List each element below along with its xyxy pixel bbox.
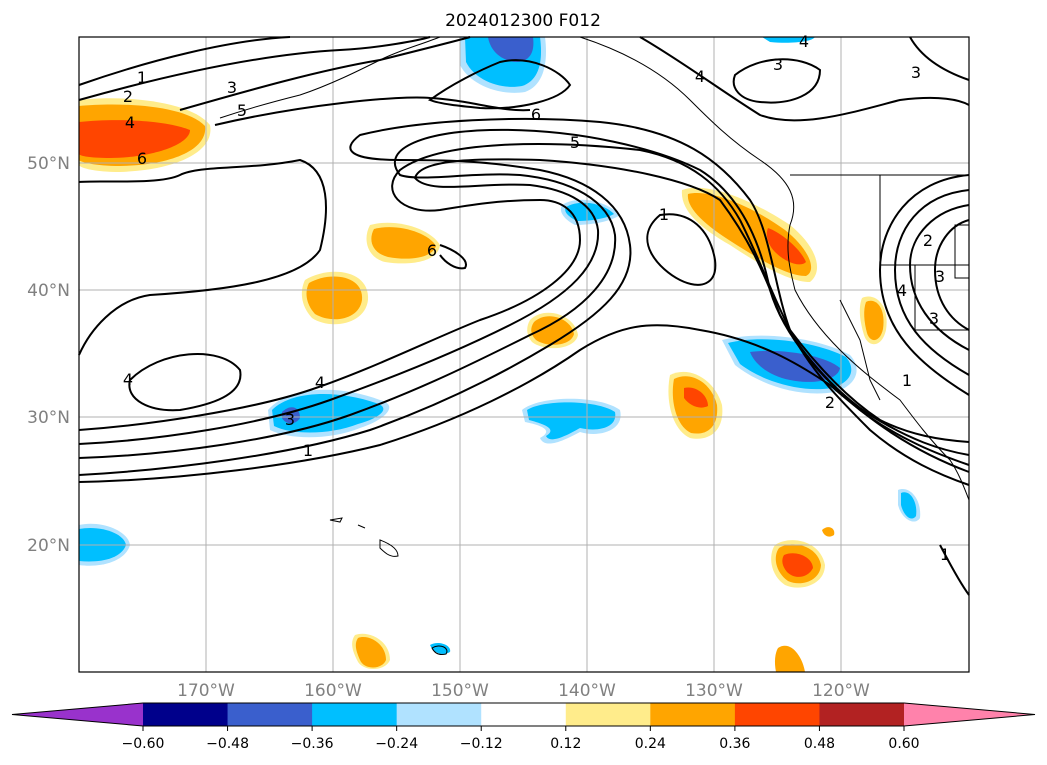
contour-label: 1 — [303, 441, 313, 460]
negative-anomaly-shading — [79, 37, 921, 654]
colorbar-bin — [565, 703, 651, 726]
contour-label: 3 — [929, 309, 939, 328]
contour-label: 4 — [315, 373, 325, 392]
colorbar-tick-label: 0.12 — [550, 736, 581, 752]
contour-label: 1 — [137, 68, 147, 87]
contour-label: 3 — [285, 410, 295, 429]
contour-label: 6 — [137, 149, 147, 168]
map-border — [78, 36, 970, 673]
contour-label: 3 — [911, 63, 921, 82]
height-contours — [78, 36, 970, 596]
contour-label: 1 — [902, 371, 912, 390]
colorbar-bin — [481, 703, 567, 726]
colorbar-tick-label: 0.60 — [888, 736, 919, 752]
lon-label-160w: 160°W — [304, 681, 362, 701]
colorbar-bin — [734, 703, 820, 726]
contour-label: 5 — [570, 133, 580, 152]
map-panel: 1 2 3 4 5 6 3 6 5 1 6 4 3 1 4 3 2 1 4 3 … — [78, 32, 970, 673]
colorbar-tick-label: 0.48 — [804, 736, 835, 752]
colorbar-ticks: −0.60 −0.48 −0.36 −0.24 −0.12 0.12 0.24 0.36 0.4… — [122, 726, 920, 752]
longitude-labels: 170°W 160°W 150°W 140°W 130°W 120°W — [177, 681, 870, 701]
lat-label-50n: 50°N — [27, 154, 70, 174]
colorbar-bin — [819, 703, 905, 726]
colorbar-tick-label: 0.24 — [635, 736, 666, 752]
contour-label: 6 — [531, 105, 541, 124]
contour-label: 2 — [923, 231, 933, 250]
colorbar-extend-high — [904, 703, 1035, 726]
colorbar-tick-label: −0.48 — [206, 736, 249, 752]
contour-label: 4 — [799, 32, 809, 51]
contour-label: 1 — [659, 205, 669, 224]
coastlines — [219, 36, 970, 655]
lon-label-140w: 140°W — [558, 681, 616, 701]
colorbar-bin — [396, 703, 482, 726]
colorbar-tick-label: −0.36 — [291, 736, 334, 752]
map-title: 2024012300 F012 — [445, 11, 601, 31]
colorbar-tick-label: −0.12 — [460, 736, 503, 752]
contour-label: 4 — [125, 113, 135, 132]
colorbar-tick-label: −0.24 — [375, 736, 418, 752]
contour-label: 4 — [123, 370, 133, 389]
lon-label-130w: 130°W — [685, 681, 743, 701]
contour-label: 1 — [940, 545, 950, 564]
positive-anomaly-shading — [79, 98, 887, 672]
colorbar — [11, 702, 1036, 727]
colorbar-extend-low — [12, 703, 143, 726]
contour-label: 4 — [897, 281, 907, 300]
colorbar-tick-label: −0.60 — [122, 736, 165, 752]
contour-label: 3 — [773, 55, 783, 74]
lon-label-150w: 150°W — [431, 681, 489, 701]
colorbar-bin — [312, 703, 398, 726]
lon-label-170w: 170°W — [177, 681, 235, 701]
latitude-labels: 50°N 40°N 30°N 20°N — [27, 154, 70, 556]
lat-label-20n: 20°N — [27, 536, 70, 556]
contour-label: 2 — [825, 393, 835, 412]
lon-label-120w: 120°W — [812, 681, 870, 701]
lat-label-40n: 40°N — [27, 281, 70, 301]
colorbar-tick-label: 0.36 — [719, 736, 750, 752]
contour-label: 3 — [935, 267, 945, 286]
contour-label: 6 — [427, 241, 437, 260]
colorbar-bin — [143, 703, 229, 726]
colorbar-bin — [227, 703, 313, 726]
contour-label: 5 — [237, 101, 247, 120]
colorbar-bin — [650, 703, 736, 726]
contour-label: 4 — [695, 67, 705, 86]
contour-label: 2 — [123, 87, 133, 106]
lat-label-30n: 30°N — [27, 408, 70, 428]
contour-labels: 1 2 3 4 5 6 3 6 5 1 6 4 3 1 4 3 2 1 4 3 … — [123, 32, 950, 564]
contour-label: 3 — [227, 78, 237, 97]
